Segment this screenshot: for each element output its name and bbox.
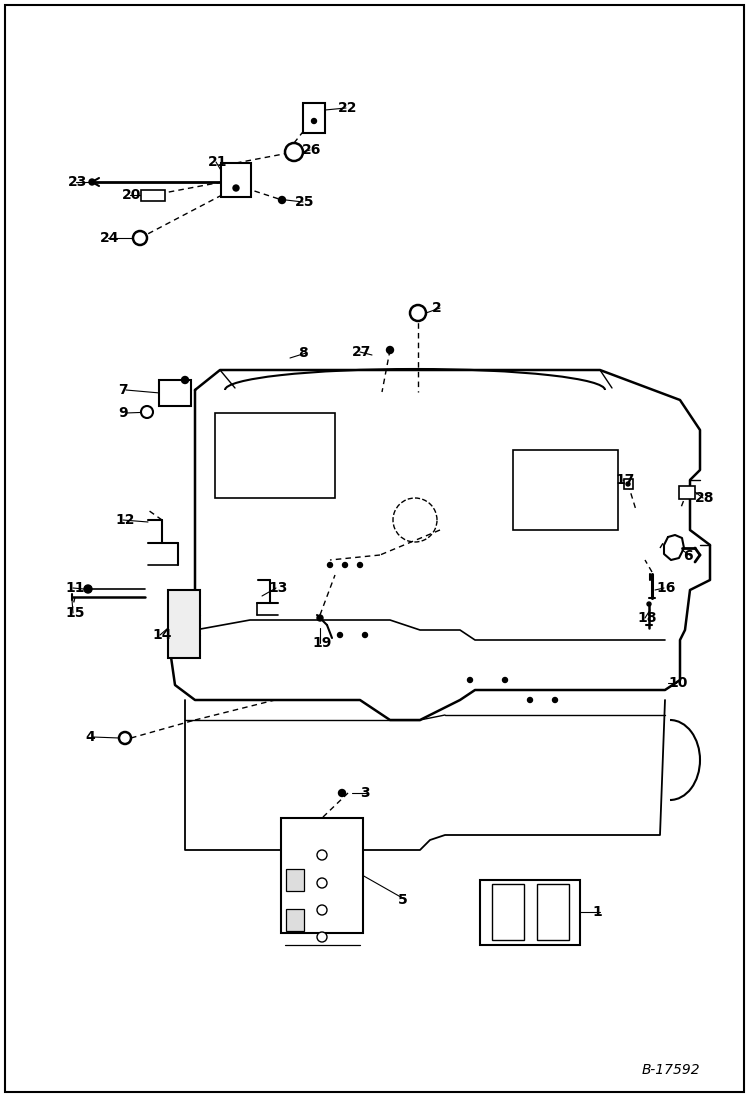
Circle shape <box>339 790 345 796</box>
Circle shape <box>317 905 327 915</box>
Circle shape <box>357 563 363 567</box>
Circle shape <box>626 482 630 486</box>
Text: 17: 17 <box>615 473 634 487</box>
Bar <box>679 486 695 498</box>
Bar <box>480 880 580 945</box>
Bar <box>281 817 363 932</box>
Circle shape <box>133 231 147 245</box>
Circle shape <box>84 585 92 593</box>
Circle shape <box>317 850 327 860</box>
Text: 7: 7 <box>118 383 127 397</box>
Text: 19: 19 <box>312 636 331 651</box>
Bar <box>159 380 191 406</box>
Bar <box>286 869 304 891</box>
Circle shape <box>285 143 303 161</box>
Polygon shape <box>168 590 200 658</box>
Text: 6: 6 <box>683 548 693 563</box>
Text: 4: 4 <box>85 730 95 744</box>
Text: 28: 28 <box>695 491 715 505</box>
Circle shape <box>342 563 348 567</box>
Text: 13: 13 <box>268 581 288 595</box>
Bar <box>512 450 617 530</box>
Text: 25: 25 <box>295 195 315 210</box>
Text: 23: 23 <box>68 176 88 189</box>
Bar <box>492 884 524 940</box>
Text: 11: 11 <box>65 581 85 595</box>
Circle shape <box>553 698 557 702</box>
Text: B-17592: B-17592 <box>641 1063 700 1077</box>
Circle shape <box>527 698 533 702</box>
Circle shape <box>89 179 95 185</box>
Bar <box>215 412 335 498</box>
Circle shape <box>119 732 131 744</box>
Circle shape <box>410 305 426 321</box>
Circle shape <box>647 602 651 606</box>
Bar <box>303 103 325 133</box>
Bar <box>286 909 304 931</box>
Bar <box>537 884 569 940</box>
Text: 15: 15 <box>65 606 85 620</box>
Circle shape <box>317 878 327 887</box>
Text: 1: 1 <box>592 905 601 919</box>
Text: 27: 27 <box>352 344 372 359</box>
Text: 10: 10 <box>668 676 688 690</box>
Circle shape <box>312 118 317 124</box>
Text: 14: 14 <box>152 627 172 642</box>
Text: 5: 5 <box>398 893 407 907</box>
Text: 2: 2 <box>432 301 442 315</box>
Circle shape <box>386 347 393 353</box>
Text: 9: 9 <box>118 406 127 420</box>
Text: 3: 3 <box>360 785 369 800</box>
Bar <box>141 190 165 201</box>
Circle shape <box>279 196 285 204</box>
Circle shape <box>363 633 368 637</box>
Text: 26: 26 <box>302 143 321 157</box>
Circle shape <box>317 932 327 942</box>
Circle shape <box>338 633 342 637</box>
Text: 8: 8 <box>298 346 308 360</box>
Text: 21: 21 <box>208 155 228 169</box>
Circle shape <box>317 615 323 621</box>
Circle shape <box>327 563 333 567</box>
Circle shape <box>141 406 153 418</box>
Text: 12: 12 <box>115 513 135 527</box>
Circle shape <box>233 185 239 191</box>
Text: 22: 22 <box>338 101 357 115</box>
Text: 20: 20 <box>122 188 142 202</box>
Text: 18: 18 <box>637 611 657 625</box>
Bar <box>221 163 251 197</box>
Text: 24: 24 <box>100 231 120 245</box>
Text: 16: 16 <box>656 581 676 595</box>
Bar <box>623 479 632 489</box>
Circle shape <box>467 678 473 682</box>
Circle shape <box>503 678 508 682</box>
Circle shape <box>181 376 189 384</box>
